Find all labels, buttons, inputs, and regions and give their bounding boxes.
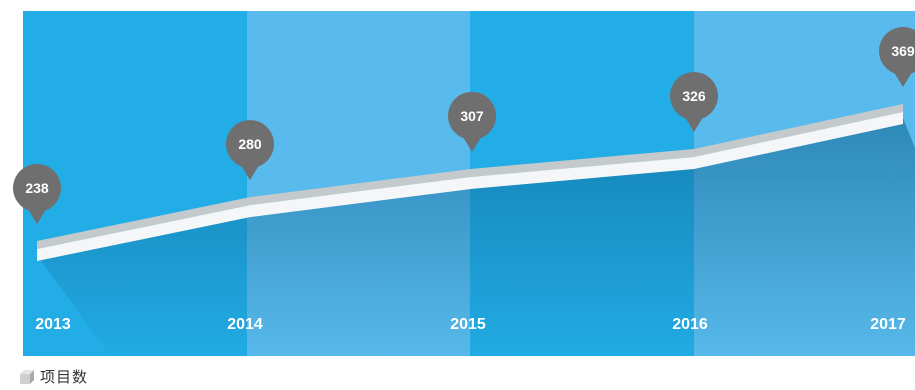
marker-pin — [670, 71, 718, 120]
marker-pin — [448, 91, 496, 140]
x-tick-label: 2014 — [227, 316, 263, 333]
ribbon-shadow — [37, 118, 915, 356]
x-tick-label: 2013 — [35, 316, 71, 333]
x-tick-label: 2016 — [672, 316, 708, 333]
data-label: 238 — [25, 180, 49, 196]
marker-pin — [879, 27, 915, 75]
x-tick-label: 2017 — [870, 316, 906, 333]
data-label: 280 — [238, 136, 262, 152]
marker-pin — [13, 164, 61, 212]
series-line-front — [37, 112, 903, 261]
series-line-top — [37, 104, 903, 249]
data-label: 307 — [460, 108, 484, 124]
data-label: 326 — [682, 88, 706, 104]
data-label: 369 — [891, 43, 915, 59]
legend-cube-icon — [20, 369, 34, 384]
x-tick-label: 2015 — [450, 316, 486, 333]
legend-label: 项目数 — [40, 369, 89, 386]
legend: 项目数 — [20, 366, 88, 387]
marker-pin — [226, 120, 274, 169]
